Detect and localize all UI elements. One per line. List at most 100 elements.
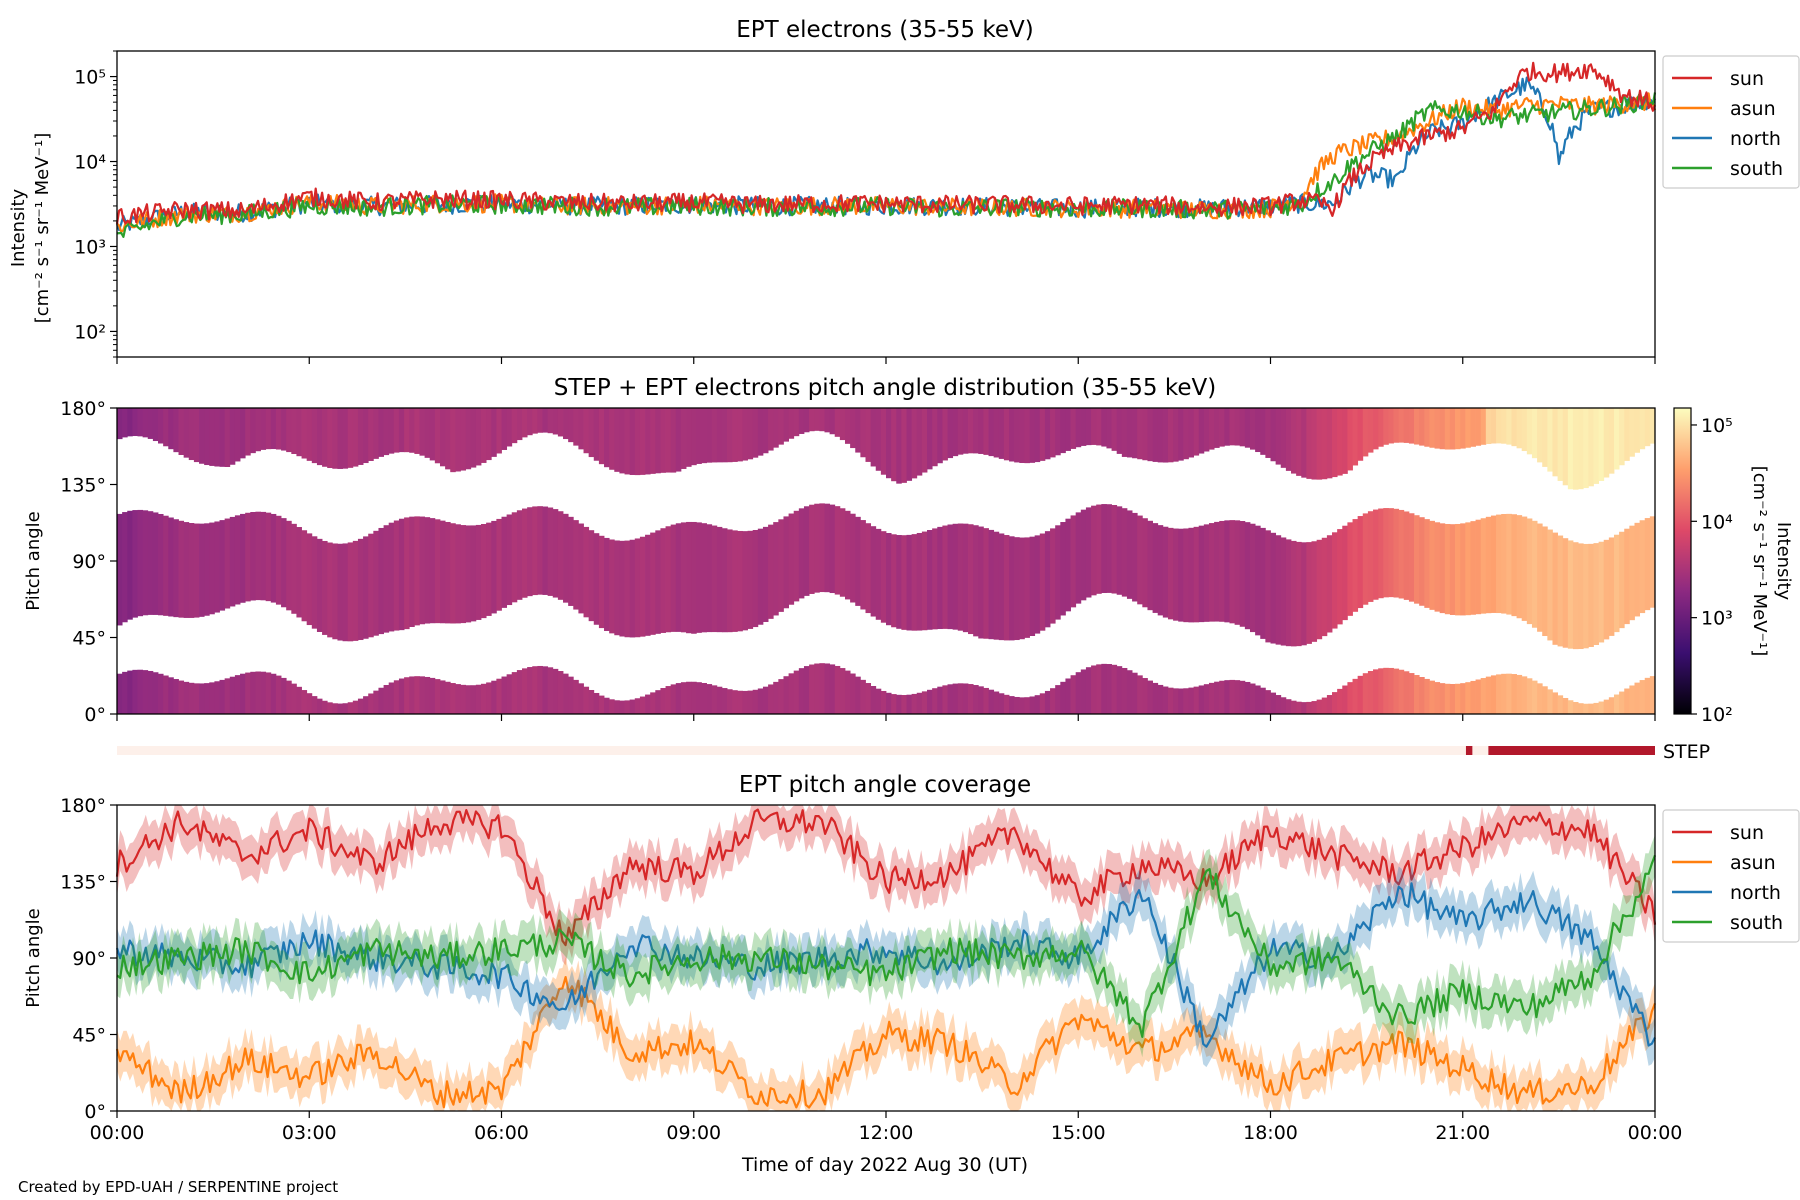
heatmap-cell	[1439, 683, 1446, 714]
heatmap-cell	[209, 408, 215, 466]
heatmap-cell	[1613, 534, 1620, 633]
heatmap-cell	[265, 512, 272, 602]
heatmap-cell	[1229, 408, 1236, 446]
y-tick-label: 10⁴	[74, 152, 106, 174]
heatmap-cell	[568, 516, 574, 606]
heatmap-cell	[173, 519, 179, 618]
heatmap-cell	[1096, 408, 1102, 446]
heatmap-cell	[947, 524, 954, 630]
heatmap-cell	[834, 665, 841, 714]
heatmap-cell	[1347, 408, 1353, 471]
heatmap-cell	[1490, 515, 1497, 613]
heatmap-cell	[1029, 536, 1036, 636]
heatmap-cell	[1506, 408, 1512, 445]
heatmap-cell	[1301, 702, 1307, 714]
heatmap-cell	[1557, 535, 1564, 647]
heatmap-cell	[886, 408, 892, 479]
heatmap-cell	[998, 693, 1005, 714]
heatmap-cell	[624, 408, 631, 475]
coverage-band-south	[117, 834, 1655, 1058]
heatmap-cell	[132, 669, 138, 714]
heatmap-cell	[998, 408, 1005, 459]
heatmap-cell	[281, 408, 287, 451]
heatmap-cell	[522, 508, 528, 598]
heatmap-cell	[255, 511, 261, 601]
heatmap-cell	[1285, 539, 1292, 647]
heatmap-cell	[1347, 522, 1353, 616]
heatmap-cell	[270, 513, 277, 603]
heatmap-cell	[778, 679, 784, 714]
heatmap-cell	[199, 683, 205, 714]
heatmap-cell	[480, 683, 487, 714]
heatmap-cell	[727, 408, 733, 463]
heatmap-cell	[680, 522, 687, 633]
heatmap-cell	[1516, 515, 1523, 619]
heatmap-cell	[1193, 408, 1200, 456]
heatmap-cell	[1106, 664, 1112, 714]
heatmap-cell	[1583, 543, 1589, 649]
heatmap-cell	[1460, 408, 1466, 449]
heatmap-cell	[1260, 527, 1266, 639]
heatmap-cell	[1480, 518, 1487, 614]
heatmap-cell	[988, 408, 995, 457]
heatmap-cell	[947, 684, 954, 714]
heatmap-cell	[373, 530, 379, 636]
heatmap-cell	[880, 408, 887, 475]
heatmap-cell	[357, 408, 364, 465]
heatmap-cell	[357, 538, 364, 641]
heatmap-cell	[322, 408, 328, 467]
heatmap-cell	[163, 515, 169, 616]
heatmap-cell	[352, 700, 359, 714]
heatmap-cell	[716, 686, 723, 714]
heatmap-cell	[1485, 408, 1492, 444]
heatmap-cell	[993, 408, 1000, 458]
colorbar-label-unit: [cm⁻² s⁻¹ sr⁻¹ MeV⁻¹]	[1749, 466, 1770, 657]
heatmap-cell	[809, 408, 815, 432]
heatmap-cell	[1562, 697, 1569, 714]
heatmap-cell	[260, 408, 267, 450]
heatmap-cell	[727, 529, 733, 633]
heatmap-cell	[245, 512, 251, 602]
heatmap-cell	[1552, 408, 1558, 477]
heatmap-cell	[978, 686, 984, 714]
heatmap-cell	[747, 408, 754, 460]
heatmap-cell	[993, 691, 1000, 714]
heatmap-cell	[229, 676, 236, 714]
heatmap-cell	[347, 702, 354, 714]
heatmap-cell	[834, 506, 841, 595]
heatmap-cell	[1162, 408, 1169, 463]
colorbar-label: Intensity [cm⁻² s⁻¹ sr⁻¹ MeV⁻¹]	[1749, 466, 1794, 657]
heatmap-cell	[1634, 522, 1641, 617]
heatmap-cell	[1398, 509, 1405, 599]
heatmap-cell	[214, 521, 220, 613]
heatmap-cell	[1275, 535, 1282, 645]
heatmap-cell	[1414, 515, 1420, 604]
heatmap-cell	[398, 678, 405, 714]
heatmap-cell	[270, 408, 277, 450]
heatmap-cell	[1521, 516, 1528, 621]
heatmap-cell	[604, 537, 610, 631]
heatmap-cell	[660, 688, 666, 714]
heatmap-cell	[168, 677, 174, 714]
heatmap-cell	[1050, 688, 1056, 714]
heatmap-cell	[788, 513, 795, 605]
heatmap-cell	[209, 682, 215, 714]
heatmap-cell	[393, 520, 400, 631]
heatmap-cell	[1624, 688, 1630, 714]
heatmap-cell	[788, 673, 795, 714]
heatmap-cell	[639, 536, 646, 637]
heatmap-cell	[404, 408, 410, 453]
heatmap-cell	[1249, 408, 1256, 450]
heatmap-cell	[1065, 408, 1071, 451]
heatmap-cell	[1608, 408, 1615, 474]
heatmap-cell	[1019, 697, 1025, 714]
heatmap-cell	[204, 683, 210, 714]
heatmap-cell	[1444, 683, 1451, 714]
heatmap-cell	[1265, 408, 1271, 458]
heatmap-cell	[475, 524, 482, 620]
heatmap-cell	[255, 671, 261, 714]
heatmap-cell	[1480, 678, 1487, 714]
heatmap-cell	[1280, 697, 1287, 714]
heatmap-cell	[901, 408, 907, 483]
heatmap-cell	[178, 520, 185, 618]
